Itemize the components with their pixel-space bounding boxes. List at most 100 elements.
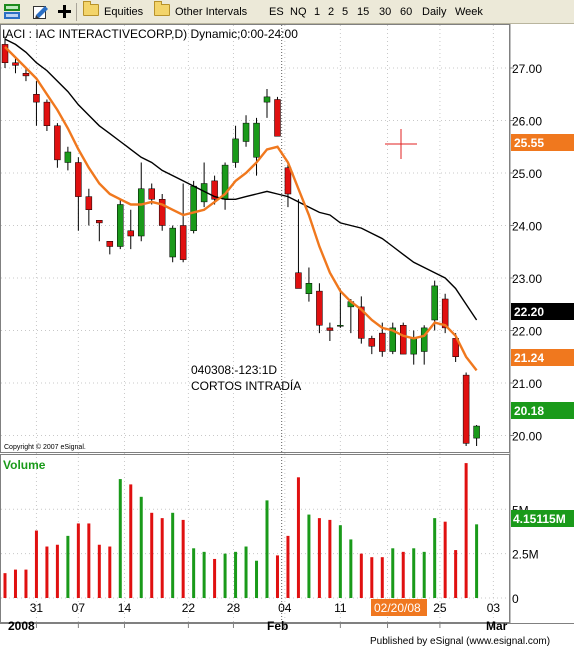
candle [263, 89, 271, 118]
candle [85, 188, 93, 226]
price-badge-ma-slow: 22.20 [511, 303, 574, 320]
highlighted-date-text: 02/20/08 [374, 601, 421, 615]
volume-bar [244, 546, 248, 598]
intervals-label: Other Intervals [175, 6, 248, 18]
folder-icon [154, 1, 170, 16]
volume-bar [3, 573, 7, 598]
candle [337, 288, 344, 328]
volume-bar [433, 518, 437, 598]
price-tick-label: 22.00 [512, 325, 542, 339]
other-intervals-button[interactable]: Other Intervals [151, 1, 250, 21]
price-tick-label: 23.00 [512, 272, 542, 286]
candle [211, 175, 218, 205]
price-badge-ma-fast-current: 21.24 [511, 349, 574, 366]
interval-es-button[interactable]: ES [269, 6, 284, 18]
volume-bar [475, 524, 479, 598]
candle [274, 96, 281, 137]
date-tick-label: 28 [227, 601, 241, 615]
candle [316, 283, 323, 334]
annotation-line1: 040308:-123:1D [191, 363, 277, 377]
candle [326, 322, 334, 341]
interval-60-button[interactable]: 60 [400, 6, 413, 18]
volume-bar [87, 523, 91, 598]
candle [179, 183, 187, 263]
volume-bar [454, 550, 458, 598]
interval-daily-button[interactable]: Daily [422, 6, 447, 18]
price-tick-label: 20.00 [512, 430, 542, 444]
price-tick-label: 25.00 [512, 167, 542, 181]
interval-1-button[interactable]: 1 [314, 6, 321, 18]
volume-bar [13, 569, 17, 598]
volume-bar [349, 539, 353, 598]
properties-icon[interactable] [33, 4, 49, 19]
candle [43, 99, 51, 131]
add-icon[interactable] [57, 4, 73, 19]
volume-bar [66, 535, 70, 598]
volume-bar [359, 553, 363, 598]
volume-pane[interactable] [0, 454, 510, 623]
candle [242, 115, 250, 147]
candle [127, 209, 135, 250]
svg-text:20.18: 20.18 [514, 404, 544, 418]
candle [22, 68, 30, 82]
volume-bar [380, 557, 384, 598]
candle [389, 322, 397, 355]
candle [158, 194, 166, 231]
candle [190, 180, 197, 234]
candle [473, 425, 480, 446]
volume-bar [464, 463, 468, 598]
annotation-line2: CORTOS INTRADÍA [191, 378, 301, 393]
equities-label: Equities [104, 6, 144, 18]
price-tick-label: 21.00 [512, 377, 542, 391]
interval-30-button[interactable]: 30 [379, 6, 392, 18]
volume-bar [171, 512, 175, 598]
equities-button[interactable]: Equities [80, 1, 146, 21]
date-tick-label: 11 [334, 601, 347, 615]
candle [358, 296, 365, 344]
date-tick-label: 14 [118, 601, 132, 615]
volume-bar [139, 496, 143, 598]
candle [75, 157, 82, 231]
volume-bar [202, 551, 206, 598]
volume-bar [255, 560, 259, 598]
copyright-text: Copyright © 2007 eSignal. [4, 443, 86, 451]
date-tick-label: 07 [72, 601, 86, 615]
chart-layout-icon[interactable] [4, 4, 20, 19]
volume-bar [76, 523, 80, 598]
volume-bar [160, 518, 164, 598]
volume-bar [55, 544, 59, 598]
volume-bar [150, 512, 154, 598]
svg-text:22.20: 22.20 [514, 305, 544, 319]
volume-bar [34, 530, 38, 598]
volume-bar [181, 519, 185, 598]
candle [462, 372, 470, 446]
volume-badge: 4.15115M [511, 510, 574, 527]
candle [137, 162, 145, 242]
candle [117, 199, 124, 250]
candle [305, 267, 313, 302]
crosshair-marker [385, 129, 417, 159]
date-tick-label: 04 [278, 601, 292, 615]
price-badge-last: 20.18 [511, 402, 574, 419]
price-pane[interactable] [0, 24, 510, 453]
candle [399, 322, 407, 355]
volume-bar [307, 514, 311, 598]
date-tick-label: 22 [182, 601, 196, 615]
volume-bar [275, 555, 279, 598]
interval-2-button[interactable]: 2 [328, 6, 335, 18]
volume-bar [129, 484, 133, 598]
interval-week-button[interactable]: Week [455, 6, 483, 18]
volume-bar [108, 546, 112, 598]
interval-5-button[interactable]: 5 [342, 6, 349, 18]
volume-bar [391, 548, 395, 598]
volume-bar [118, 479, 122, 598]
interval-nq-button[interactable]: NQ [290, 6, 307, 18]
chart-area[interactable]: 20.00 21.00 22.00 23.00 24.00 25.00 26.00 27.00… [0, 24, 574, 647]
volume-bar [370, 557, 374, 598]
candle [253, 117, 260, 176]
chart-title: IACI : IAC INTERACTIVECORP,D) Dynamic;0:… [2, 27, 298, 41]
volume-bar [328, 519, 332, 598]
toolbar: Equities Other Intervals ES NQ 1 2 5 15 … [0, 0, 574, 24]
interval-15-button[interactable]: 15 [357, 6, 370, 18]
volume-bar [443, 521, 447, 598]
